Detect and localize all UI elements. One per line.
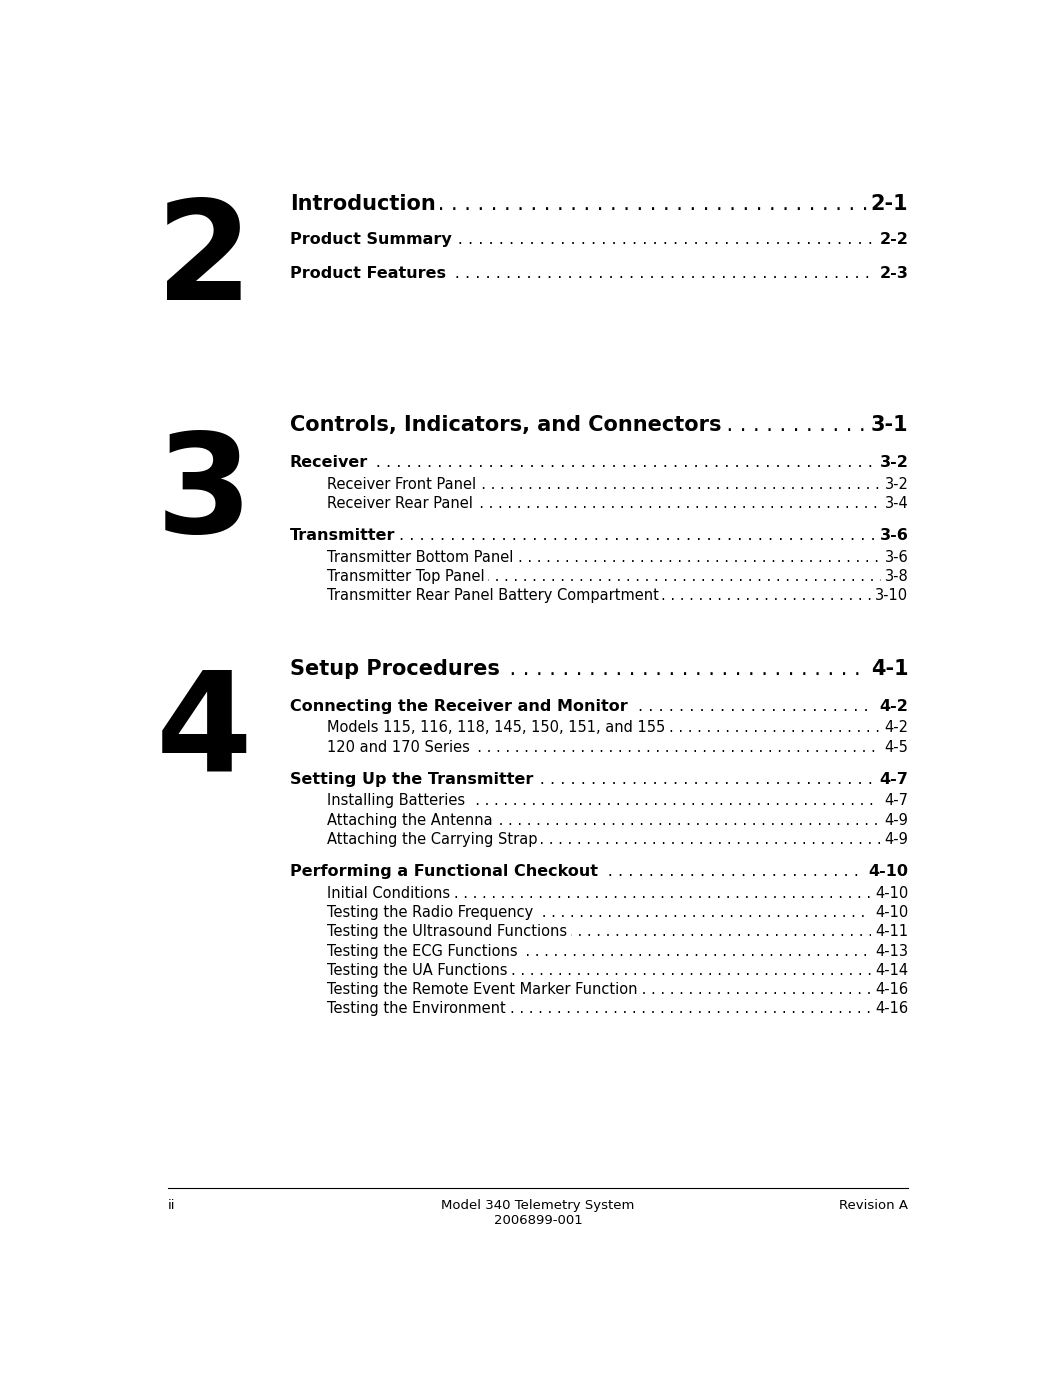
Text: . . . . . . . . . . . . . . . . . . . . . . . . . . . . . . . . . . . . . . . . : . . . . . . . . . . . . . . . . . . . . … (272, 740, 1050, 755)
Text: . . . . . . . . . . . . . . . . . . . . . . . . . . . . . . . . . . . . . . . . : . . . . . . . . . . . . . . . . . . . . … (223, 415, 1050, 435)
Text: 2-3: 2-3 (880, 266, 908, 280)
Text: 4-9: 4-9 (884, 832, 908, 847)
Text: . . . . . . . . . . . . . . . . . . . . . . . . . . . . . . . . . . . . . . . . : . . . . . . . . . . . . . . . . . . . . … (219, 266, 1050, 280)
Text: Models 115, 116, 118, 145, 150, 151, and 155: Models 115, 116, 118, 145, 150, 151, and… (327, 720, 665, 736)
Text: Controls, Indicators, and Connectors: Controls, Indicators, and Connectors (290, 415, 721, 435)
Text: 4-7: 4-7 (884, 794, 908, 808)
Text: Model 340 Telemetry System
2006899-001: Model 340 Telemetry System 2006899-001 (441, 1199, 635, 1227)
Text: 4-10: 4-10 (868, 864, 908, 879)
Text: . . . . . . . . . . . . . . . . . . . . . . . . . . . . . . . . . . . . . . . . : . . . . . . . . . . . . . . . . . . . . … (370, 720, 1050, 736)
Text: Product Summary: Product Summary (290, 233, 452, 248)
Text: Initial Conditions: Initial Conditions (327, 886, 449, 901)
Text: Performing a Functional Checkout: Performing a Functional Checkout (290, 864, 597, 879)
Text: 4-11: 4-11 (876, 924, 908, 939)
Text: Transmitter Bottom Panel: Transmitter Bottom Panel (327, 550, 512, 566)
Text: Transmitter Rear Panel Battery Compartment: Transmitter Rear Panel Battery Compartme… (327, 588, 658, 603)
Text: . . . . . . . . . . . . . . . . . . . . . . . . . . . . . . . . . . . . . . . . : . . . . . . . . . . . . . . . . . . . . … (112, 659, 1050, 678)
Text: . . . . . . . . . . . . . . . . . . . . . . . . . . . . . . . . . . . . . . . . : . . . . . . . . . . . . . . . . . . . . … (290, 864, 1050, 879)
Text: Product Features: Product Features (290, 266, 446, 280)
Text: Testing the UA Functions: Testing the UA Functions (327, 963, 507, 978)
Text: . . . . . . . . . . . . . . . . . . . . . . . . . . . . . . . . . . . . . . . . : . . . . . . . . . . . . . . . . . . . . … (282, 812, 1050, 827)
Text: . . . . . . . . . . . . . . . . . . . . . . . . . . . . . . . . . . . . . . . . : . . . . . . . . . . . . . . . . . . . . … (264, 772, 1050, 787)
Text: 4-2: 4-2 (880, 699, 908, 715)
Text: 4-14: 4-14 (876, 963, 908, 978)
Text: Testing the ECG Functions: Testing the ECG Functions (327, 943, 518, 958)
Text: 4-2: 4-2 (884, 720, 908, 736)
Text: . . . . . . . . . . . . . . . . . . . . . . . . . . . . . . . . . . . . . . . . : . . . . . . . . . . . . . . . . . . . . … (257, 886, 1050, 901)
Text: 4-7: 4-7 (880, 772, 908, 787)
Text: Receiver Front Panel: Receiver Front Panel (327, 476, 476, 492)
Text: . . . . . . . . . . . . . . . . . . . . . . . . . . . . . . . . . . . . . . . . : . . . . . . . . . . . . . . . . . . . . … (361, 588, 1050, 603)
Text: 4-1: 4-1 (870, 659, 908, 678)
Text: 3-1: 3-1 (870, 415, 908, 435)
Text: 4-9: 4-9 (884, 812, 908, 827)
Text: 4: 4 (156, 666, 253, 801)
Text: . . . . . . . . . . . . . . . . . . . . . . . . . . . . . . . . . . . . . . . . : . . . . . . . . . . . . . . . . . . . . … (194, 528, 1050, 543)
Text: 2: 2 (156, 194, 253, 329)
Text: 4-13: 4-13 (876, 943, 908, 958)
Text: Connecting the Receiver and Monitor: Connecting the Receiver and Monitor (290, 699, 628, 715)
Text: . . . . . . . . . . . . . . . . . . . . . . . . . . . . . . . . . . . . . . . . : . . . . . . . . . . . . . . . . . . . . … (181, 456, 1050, 471)
Text: Installing Batteries: Installing Batteries (327, 794, 465, 808)
Text: Revision A: Revision A (839, 1199, 908, 1212)
Text: Testing the Radio Frequency: Testing the Radio Frequency (327, 905, 532, 919)
Text: . . . . . . . . . . . . . . . . . . . . . . . . . . . . . . . . . . . . . . . . : . . . . . . . . . . . . . . . . . . . . … (279, 570, 1050, 584)
Text: Setting Up the Transmitter: Setting Up the Transmitter (290, 772, 533, 787)
Text: . . . . . . . . . . . . . . . . . . . . . . . . . . . . . . . . . . . . . . . . : . . . . . . . . . . . . . . . . . . . . … (351, 982, 1050, 997)
Text: Testing the Environment: Testing the Environment (327, 1002, 505, 1017)
Text: Setup Procedures: Setup Procedures (290, 659, 500, 678)
Text: Attaching the Carrying Strap: Attaching the Carrying Strap (327, 832, 537, 847)
Text: . . . . . . . . . . . . . . . . . . . . . . . . . . . . . . . . . . . . . . . . : . . . . . . . . . . . . . . . . . . . . … (293, 550, 1050, 566)
Text: . . . . . . . . . . . . . . . . . . . . . . . . . . . . . . . . . . . . . . . . : . . . . . . . . . . . . . . . . . . . . … (311, 699, 1050, 715)
Text: 3-8: 3-8 (885, 570, 908, 584)
Text: . . . . . . . . . . . . . . . . . . . . . . . . . . . . . . . . . . . . . . . . : . . . . . . . . . . . . . . . . . . . . … (306, 832, 1050, 847)
Text: Receiver: Receiver (290, 456, 369, 471)
Text: . . . . . . . . . . . . . . . . . . . . . . . . . . . . . . . . . . . . . . . . : . . . . . . . . . . . . . . . . . . . . … (80, 194, 1050, 215)
Text: 120 and 170 Series: 120 and 170 Series (327, 740, 469, 755)
Text: Receiver Rear Panel: Receiver Rear Panel (327, 496, 472, 511)
Text: Transmitter Top Panel: Transmitter Top Panel (327, 570, 484, 584)
Text: 4-10: 4-10 (875, 905, 908, 919)
Text: 2-2: 2-2 (880, 233, 908, 248)
Text: Introduction: Introduction (290, 194, 436, 215)
Text: . . . . . . . . . . . . . . . . . . . . . . . . . . . . . . . . . . . . . . . . : . . . . . . . . . . . . . . . . . . . . … (291, 943, 1050, 958)
Text: . . . . . . . . . . . . . . . . . . . . . . . . . . . . . . . . . . . . . . . . : . . . . . . . . . . . . . . . . . . . . … (275, 476, 1050, 492)
Text: . . . . . . . . . . . . . . . . . . . . . . . . . . . . . . . . . . . . . . . . : . . . . . . . . . . . . . . . . . . . . … (269, 794, 1050, 808)
Text: 3: 3 (156, 426, 253, 561)
Text: 4-16: 4-16 (876, 982, 908, 997)
Text: . . . . . . . . . . . . . . . . . . . . . . . . . . . . . . . . . . . . . . . . : . . . . . . . . . . . . . . . . . . . . … (298, 905, 1050, 919)
Text: Testing the Remote Event Marker Function: Testing the Remote Event Marker Function (327, 982, 637, 997)
Text: Attaching the Antenna: Attaching the Antenna (327, 812, 492, 827)
Text: . . . . . . . . . . . . . . . . . . . . . . . . . . . . . . . . . . . . . . . . : . . . . . . . . . . . . . . . . . . . . … (315, 924, 1050, 939)
Text: 2-1: 2-1 (870, 194, 908, 215)
Text: . . . . . . . . . . . . . . . . . . . . . . . . . . . . . . . . . . . . . . . . : . . . . . . . . . . . . . . . . . . . . … (285, 1002, 1050, 1017)
Text: . . . . . . . . . . . . . . . . . . . . . . . . . . . . . . . . . . . . . . . . : . . . . . . . . . . . . . . . . . . . . … (286, 963, 1050, 978)
Text: 4-10: 4-10 (875, 886, 908, 901)
Text: 3-10: 3-10 (876, 588, 908, 603)
Text: 3-6: 3-6 (880, 528, 908, 543)
Text: . . . . . . . . . . . . . . . . . . . . . . . . . . . . . . . . . . . . . . . . : . . . . . . . . . . . . . . . . . . . . … (223, 233, 1050, 248)
Text: 4-16: 4-16 (876, 1002, 908, 1017)
Text: 3-4: 3-4 (885, 496, 908, 511)
Text: ii: ii (168, 1199, 175, 1212)
Text: Testing the Ultrasound Functions: Testing the Ultrasound Functions (327, 924, 567, 939)
Text: 3-6: 3-6 (885, 550, 908, 566)
Text: 3-2: 3-2 (880, 456, 908, 471)
Text: . . . . . . . . . . . . . . . . . . . . . . . . . . . . . . . . . . . . . . . . : . . . . . . . . . . . . . . . . . . . . … (273, 496, 1050, 511)
Text: 4-5: 4-5 (884, 740, 908, 755)
Text: Transmitter: Transmitter (290, 528, 396, 543)
Text: 3-2: 3-2 (884, 476, 908, 492)
